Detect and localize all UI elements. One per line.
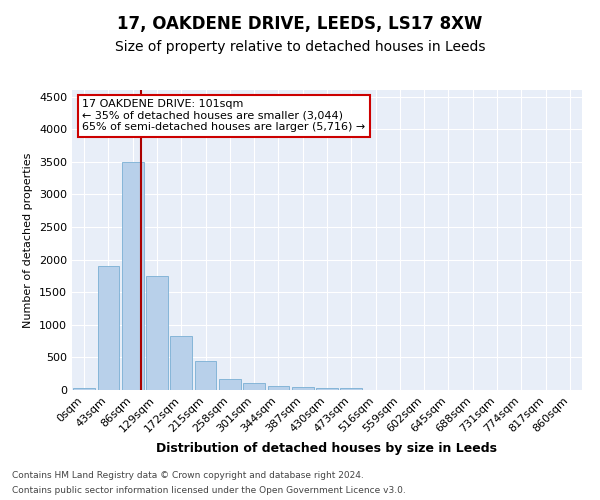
Bar	[97, 266, 119, 390]
Bar	[73, 388, 95, 390]
Bar	[170, 336, 192, 390]
Y-axis label: Number of detached properties: Number of detached properties	[23, 152, 34, 328]
Bar	[316, 388, 338, 390]
Bar	[122, 162, 143, 390]
Bar	[146, 276, 168, 390]
Bar	[340, 388, 362, 390]
Bar	[219, 379, 241, 390]
Text: Size of property relative to detached houses in Leeds: Size of property relative to detached ho…	[115, 40, 485, 54]
Text: 17 OAKDENE DRIVE: 101sqm
← 35% of detached houses are smaller (3,044)
65% of sem: 17 OAKDENE DRIVE: 101sqm ← 35% of detach…	[82, 99, 365, 132]
Text: 17, OAKDENE DRIVE, LEEDS, LS17 8XW: 17, OAKDENE DRIVE, LEEDS, LS17 8XW	[118, 15, 482, 33]
Text: Contains HM Land Registry data © Crown copyright and database right 2024.: Contains HM Land Registry data © Crown c…	[12, 471, 364, 480]
Bar	[243, 384, 265, 390]
Bar	[292, 388, 314, 390]
Text: Contains public sector information licensed under the Open Government Licence v3: Contains public sector information licen…	[12, 486, 406, 495]
Bar	[268, 386, 289, 390]
X-axis label: Distribution of detached houses by size in Leeds: Distribution of detached houses by size …	[157, 442, 497, 455]
Bar	[194, 362, 217, 390]
